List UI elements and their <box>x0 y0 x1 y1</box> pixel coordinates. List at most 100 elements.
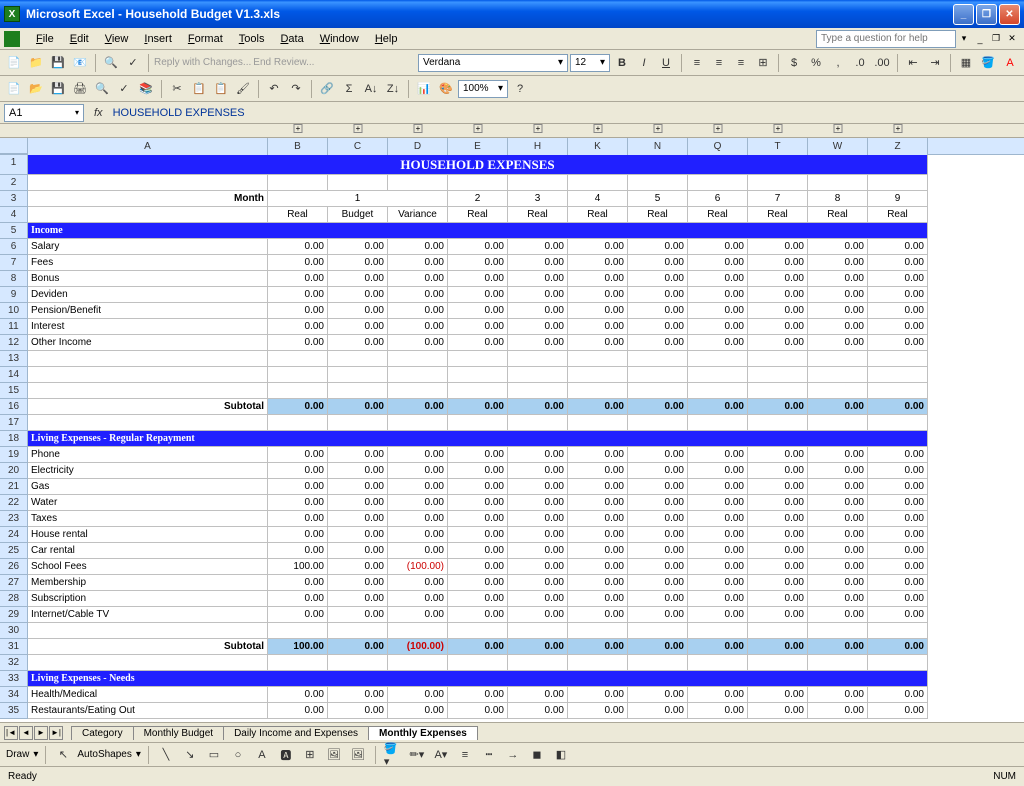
tool-btn[interactable]: 🔍 <box>101 53 121 73</box>
autoshapes-menu[interactable]: AutoShapes <box>77 749 132 760</box>
help-button[interactable]: ? <box>510 79 530 99</box>
menu-window[interactable]: Window <box>312 31 367 47</box>
draw-menu[interactable]: Draw <box>6 749 29 760</box>
align-center-button[interactable]: ≡ <box>709 53 729 73</box>
dec-decimal-button[interactable]: .00 <box>872 53 892 73</box>
preview-button[interactable]: 🔍 <box>92 79 112 99</box>
cell[interactable] <box>568 175 628 191</box>
tool-btn[interactable]: 📁 <box>26 53 46 73</box>
align-left-button[interactable]: ≡ <box>687 53 707 73</box>
name-box[interactable]: A1▾ <box>4 104 84 122</box>
tab-prev-button[interactable]: ◄ <box>19 726 33 740</box>
help-search[interactable] <box>816 30 956 48</box>
cell[interactable] <box>628 175 688 191</box>
font-combo[interactable]: Verdana▾ <box>418 54 568 72</box>
menu-insert[interactable]: Insert <box>136 31 180 47</box>
cell[interactable] <box>388 175 448 191</box>
wordart-button[interactable]: 🅰 <box>276 745 296 765</box>
3d-button[interactable]: ◧ <box>551 745 571 765</box>
diagram-button[interactable]: ⊞ <box>300 745 320 765</box>
format-painter-button[interactable]: 🖌 <box>233 79 253 99</box>
tab-next-button[interactable]: ► <box>34 726 48 740</box>
picture-button[interactable]: 🖼 <box>348 745 368 765</box>
cell[interactable] <box>508 175 568 191</box>
sort-asc-button[interactable]: A↓ <box>361 79 381 99</box>
oval-button[interactable]: ○ <box>228 745 248 765</box>
research-button[interactable]: 📚 <box>136 79 156 99</box>
dashstyle-button[interactable]: ┅ <box>479 745 499 765</box>
bold-button[interactable]: B <box>612 53 632 73</box>
doc-minimize[interactable]: _ <box>972 34 988 44</box>
menu-tools[interactable]: Tools <box>231 31 273 47</box>
col-header-Q[interactable]: Q <box>688 138 748 155</box>
menu-data[interactable]: Data <box>272 31 311 47</box>
row-header[interactable]: 2 <box>0 175 28 191</box>
menu-view[interactable]: View <box>97 31 137 47</box>
select-button[interactable]: ↖ <box>53 745 73 765</box>
clipart-button[interactable]: 🖼 <box>324 745 344 765</box>
cell[interactable] <box>808 175 868 191</box>
merge-button[interactable]: ⊞ <box>753 53 773 73</box>
tool-btn[interactable]: 📄 <box>4 53 24 73</box>
undo-button[interactable]: ↶ <box>264 79 284 99</box>
select-all-corner[interactable] <box>0 138 28 154</box>
drawing-button[interactable]: 🎨 <box>436 79 456 99</box>
fill-button[interactable]: 🪣 <box>978 53 998 73</box>
sheet-tab[interactable]: Monthly Expenses <box>368 726 478 740</box>
outdent-button[interactable]: ⇥ <box>925 53 945 73</box>
line-button[interactable]: ╲ <box>156 745 176 765</box>
menu-help[interactable]: Help <box>367 31 406 47</box>
italic-button[interactable]: I <box>634 53 654 73</box>
col-header-A[interactable]: A <box>28 138 268 155</box>
menu-format[interactable]: Format <box>180 31 231 47</box>
close-button[interactable]: ✕ <box>999 4 1020 25</box>
col-header-W[interactable]: W <box>808 138 868 155</box>
linestyle-button[interactable]: ≡ <box>455 745 475 765</box>
tool-btn[interactable]: ✓ <box>123 53 143 73</box>
open-button[interactable]: 📂 <box>26 79 46 99</box>
chart-button[interactable]: 📊 <box>414 79 434 99</box>
col-header-H[interactable]: H <box>508 138 568 155</box>
col-header-Z[interactable]: Z <box>868 138 928 155</box>
percent-button[interactable]: % <box>806 53 826 73</box>
print-button[interactable]: 🖨 <box>70 79 90 99</box>
title-cell[interactable]: HOUSEHOLD EXPENSES <box>28 155 928 175</box>
arrow-button[interactable]: ↘ <box>180 745 200 765</box>
cell[interactable] <box>28 175 268 191</box>
rect-button[interactable]: ▭ <box>204 745 224 765</box>
sort-desc-button[interactable]: Z↓ <box>383 79 403 99</box>
paste-button[interactable]: 📋 <box>211 79 231 99</box>
save-button[interactable]: 💾 <box>48 79 68 99</box>
new-button[interactable]: 📄 <box>4 79 24 99</box>
textbox-button[interactable]: A <box>252 745 272 765</box>
doc-close[interactable]: ✕ <box>1004 33 1020 44</box>
tab-last-button[interactable]: ►| <box>49 726 63 740</box>
cell[interactable] <box>748 175 808 191</box>
indent-button[interactable]: ⇤ <box>903 53 923 73</box>
menu-file[interactable]: File <box>28 31 62 47</box>
shadow-button[interactable]: ◼ <box>527 745 547 765</box>
linecolor-button[interactable]: ✏▾ <box>407 745 427 765</box>
fontsize-combo[interactable]: 12▾ <box>570 54 610 72</box>
cell[interactable] <box>268 175 328 191</box>
sheet-tab[interactable]: Category <box>71 726 134 740</box>
sheet-tab[interactable]: Monthly Budget <box>133 726 225 740</box>
inc-decimal-button[interactable]: .0 <box>850 53 870 73</box>
copy-button[interactable]: 📋 <box>189 79 209 99</box>
maximize-button[interactable]: ❐ <box>976 4 997 25</box>
tool-btn[interactable]: 💾 <box>48 53 68 73</box>
underline-button[interactable]: U <box>656 53 676 73</box>
link-button[interactable]: 🔗 <box>317 79 337 99</box>
cut-button[interactable]: ✂ <box>167 79 187 99</box>
spell-button[interactable]: ✓ <box>114 79 134 99</box>
col-header-E[interactable]: E <box>448 138 508 155</box>
col-header-C[interactable]: C <box>328 138 388 155</box>
col-header-K[interactable]: K <box>568 138 628 155</box>
fillcolor-button[interactable]: 🪣▾ <box>383 745 403 765</box>
doc-restore[interactable]: ❐ <box>988 33 1004 44</box>
tool-btn[interactable]: 📧 <box>70 53 90 73</box>
redo-button[interactable]: ↷ <box>286 79 306 99</box>
col-header-T[interactable]: T <box>748 138 808 155</box>
dropdown-icon[interactable]: ▾ <box>956 33 972 44</box>
sum-button[interactable]: Σ <box>339 79 359 99</box>
